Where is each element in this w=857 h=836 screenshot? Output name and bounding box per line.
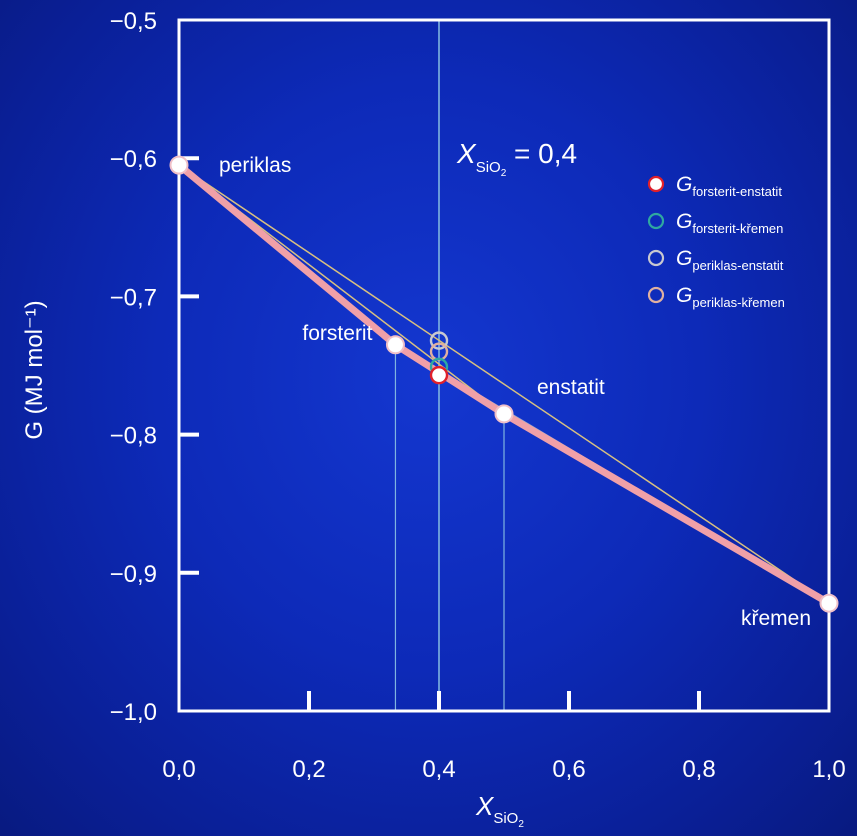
- legend-label-main-3: G: [676, 284, 692, 307]
- y-axis-title: G (MJ mol⁻¹): [21, 300, 48, 439]
- phase-label-0: periklas: [219, 154, 291, 177]
- phase-label-3: křemen: [741, 607, 811, 630]
- legend-label-sub-2: periklas-enstatit: [692, 258, 783, 273]
- x-tick-label-4: 0,8: [682, 756, 715, 783]
- data-points: [169, 155, 839, 613]
- x-tick-label-1: 0,2: [292, 756, 325, 783]
- legend-marker-2: [647, 249, 665, 267]
- legend-marker-0: [647, 175, 665, 193]
- legend-label-sub-1: forsterit-křemen: [692, 221, 783, 236]
- legend-label-main-2: G: [676, 247, 692, 270]
- x-tick-label-3: 0,6: [552, 756, 585, 783]
- legend-label-sub-0: forsterit-enstatit: [692, 184, 782, 199]
- y-tick-label-3: −0,8: [110, 423, 157, 450]
- annotation-var: X: [456, 138, 477, 169]
- plot-frame: [177, 18, 831, 713]
- legend-label-main-1: G: [676, 210, 692, 233]
- y-tick-label-0: −0,5: [110, 8, 157, 35]
- phase-point-1: [385, 335, 405, 355]
- phase-point-2: [494, 404, 514, 424]
- x-axis-title-sub: SiO: [493, 810, 518, 827]
- series-point-0: [429, 365, 449, 385]
- annotation-sub: SiO: [476, 159, 501, 176]
- legend-label-0: Gforsterit-enstatit: [676, 173, 782, 199]
- data-lines: [175, 161, 833, 607]
- legend-marker-1: [647, 212, 665, 230]
- x-tick-label-0: 0,0: [162, 756, 195, 783]
- y-tick-label-1: −0,6: [110, 146, 157, 173]
- x-axis-title-sub2: 2: [518, 819, 524, 830]
- tie-line-2: [178, 164, 830, 604]
- legend-label-2: Gperiklas-enstatit: [676, 247, 784, 273]
- phase-label-1: forsterit: [302, 322, 372, 345]
- annotation-text: = 0,4: [506, 138, 577, 169]
- legend-label-sub-3: periklas-křemen: [692, 295, 784, 310]
- x-tick-label-2: 0,4: [422, 756, 455, 783]
- x-axis-title: XSiO2: [475, 791, 524, 830]
- convex-hull-line: [175, 161, 833, 607]
- y-tick-label-5: −1,0: [110, 699, 157, 726]
- phase-label-2: enstatit: [537, 376, 605, 399]
- legend: Gforsterit-enstatitGforsterit-křemenGper…: [647, 173, 785, 310]
- phase-point-0: [169, 155, 189, 175]
- legend-label-3: Gperiklas-křemen: [676, 284, 785, 310]
- x-tick-label-5: 1,0: [812, 756, 845, 783]
- legend-marker-3: [647, 286, 665, 304]
- x-axis-title-var: X: [475, 791, 495, 821]
- legend-label-1: Gforsterit-křemen: [676, 210, 783, 236]
- y-tick-label-4: −0,9: [110, 561, 157, 588]
- guide-lines: [394, 20, 505, 711]
- annotation-sub2: 2: [501, 168, 507, 179]
- composition-annotation: XSiO2 = 0,4: [456, 138, 577, 179]
- labels: G (MJ mol⁻¹) XSiO2 XSiO2 = 0,4 0,0 0,2 0,4…: [21, 8, 846, 830]
- legend-label-main-0: G: [676, 173, 692, 196]
- phase-point-3: [819, 593, 839, 613]
- series-point-2: [429, 331, 449, 350]
- y-tick-label-2: −0,7: [110, 284, 157, 311]
